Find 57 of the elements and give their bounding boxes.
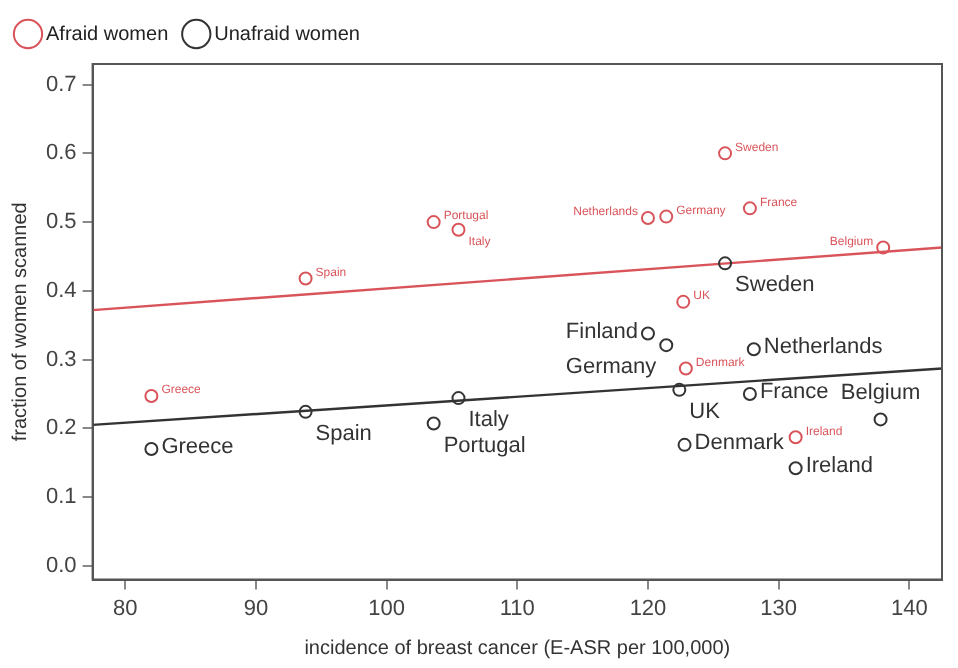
- data-label: Sweden: [735, 273, 815, 298]
- point: [426, 215, 441, 230]
- point: [451, 222, 466, 237]
- point: [678, 361, 693, 376]
- data-label: Denmark: [694, 430, 785, 455]
- x-tick-label: 110: [499, 596, 535, 621]
- data-label: Portugal: [443, 433, 526, 458]
- point: [788, 430, 803, 445]
- point: [873, 412, 888, 427]
- point: [144, 389, 159, 404]
- point: [742, 386, 757, 401]
- y-tick-label: 0.4: [45, 278, 77, 303]
- point: [677, 437, 692, 452]
- point: [144, 441, 159, 456]
- y-tick-label: 0.2: [45, 416, 77, 441]
- point: [876, 240, 891, 255]
- x-tick-label: 80: [113, 596, 138, 621]
- y-tick-label: 0.7: [45, 72, 77, 97]
- point: [746, 342, 761, 357]
- point: [640, 210, 655, 225]
- y-axis-title: fraction of women scanned: [9, 202, 32, 442]
- data-label: UK: [689, 399, 722, 424]
- point: [298, 404, 313, 419]
- x-tick-label: 130: [760, 596, 798, 621]
- point: [676, 294, 691, 309]
- y-tick-label: 0.5: [45, 210, 77, 235]
- y-tick-label: 0.6: [45, 141, 77, 166]
- point: [672, 382, 687, 397]
- data-label: Netherlands: [763, 335, 884, 360]
- x-tick-label: 90: [243, 596, 269, 621]
- data-label: Greece: [161, 435, 234, 460]
- legend-label: Afraid women: [46, 23, 169, 46]
- y-tick-label: 0.1: [45, 485, 77, 510]
- data-label: Italy: [468, 408, 510, 433]
- point: [718, 146, 733, 161]
- data-label: Spain: [315, 421, 372, 446]
- point: [298, 271, 313, 286]
- point: [659, 209, 674, 224]
- x-tick-label: 120: [629, 596, 667, 621]
- data-label: France: [759, 380, 829, 405]
- point: [742, 201, 757, 216]
- data-label: Ireland: [805, 454, 873, 479]
- point: [640, 326, 655, 341]
- x-tick-label: 140: [890, 596, 928, 621]
- x-axis-title: incidence of breast cancer (E-ASR per 100,000): [304, 637, 731, 660]
- point: [451, 391, 466, 406]
- legend-label: Unafraid women: [214, 23, 360, 46]
- point: [659, 338, 674, 353]
- y-tick-label: 0.3: [45, 347, 77, 372]
- data-label: Finland: [565, 319, 638, 344]
- data-label: Germany: [565, 355, 658, 380]
- x-tick-label: 100: [368, 596, 405, 621]
- point: [718, 256, 733, 271]
- data-label: Belgium: [840, 381, 921, 406]
- point: [426, 416, 441, 431]
- point: [788, 461, 803, 476]
- y-tick-label: 0.0: [45, 553, 77, 578]
